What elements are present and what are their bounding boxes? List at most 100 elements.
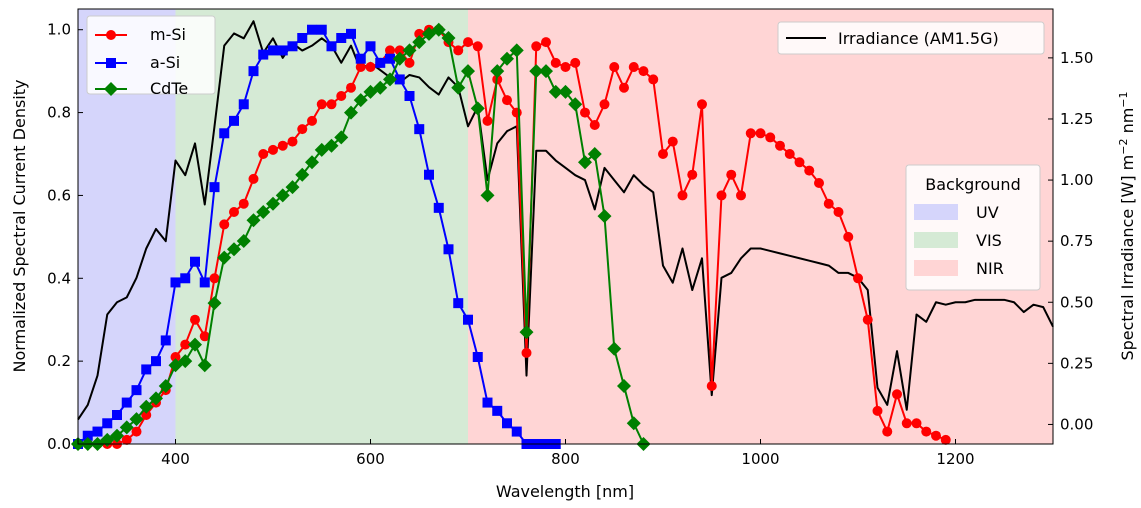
y2-tick-label: 0.75: [1060, 232, 1093, 250]
legend-irradiance-label: Irradiance (AM1.5G): [838, 29, 999, 48]
series-asi-point: [365, 41, 376, 52]
series-msi-point: [131, 426, 142, 437]
y2-tick-label: 0.50: [1060, 293, 1093, 311]
series-asi-point: [209, 182, 220, 193]
y-tick-label: 0.4: [47, 269, 71, 287]
series-cdte-point: [402, 43, 417, 58]
series-asi-point: [307, 24, 317, 35]
series-msi-point: [180, 339, 191, 350]
series-asi-point: [219, 128, 230, 139]
band-legend-box: [905, 164, 1041, 291]
series-asi-point: [326, 41, 337, 52]
series-msi-point: [882, 426, 893, 437]
series-cdte-point: [626, 416, 641, 431]
series-msi-point: [560, 62, 571, 72]
band-legend: Background UV VIS NIR: [905, 164, 1041, 291]
series-cdte-point: [431, 22, 446, 37]
series-cdte-point: [480, 188, 495, 203]
series-cdte-point: [529, 64, 544, 79]
series-asi-point: [277, 45, 288, 56]
series-asi-point: [443, 244, 454, 255]
series-cdte-point: [441, 31, 456, 45]
series-msi-point: [550, 57, 561, 68]
series-msi-point: [297, 124, 308, 135]
series-asi-point: [492, 405, 503, 416]
series-msi-point: [843, 231, 854, 242]
series-msi-point: [784, 149, 795, 159]
series-asi-point: [511, 426, 522, 437]
series-cdte-point: [227, 242, 241, 257]
legend-msi-marker: [106, 30, 116, 40]
legend-vis-swatch: [914, 232, 958, 248]
y2-tick-label: 1.25: [1060, 110, 1093, 128]
series-asi-point: [316, 24, 327, 35]
x-tick-label: 1000: [741, 450, 779, 468]
y2-label-mid: nm: [1118, 108, 1137, 139]
series-asi-point: [287, 41, 298, 52]
series-cdte-point: [548, 84, 563, 99]
series-cdte-point: [236, 234, 251, 248]
series-msi-point: [453, 45, 464, 56]
series-msi-point: [307, 115, 317, 126]
series-msi-point: [394, 45, 405, 56]
series-asi-point: [82, 430, 93, 441]
series-cdte-point: [158, 379, 173, 393]
legend-uv-label: UV: [976, 203, 999, 222]
series-msi-point: [677, 190, 688, 201]
series-cdte-point: [353, 93, 368, 108]
series-cdte-point: [558, 84, 573, 99]
series-msi-point: [609, 62, 620, 72]
series-msi-point: [570, 57, 581, 68]
series-cdte-point: [139, 399, 154, 414]
series-msi-point: [404, 57, 415, 68]
series-msi-point: [853, 273, 863, 284]
series-msi-point: [599, 99, 610, 110]
series-asi-point: [160, 335, 171, 346]
series-asi-point: [472, 352, 483, 362]
x-tick-label: 600: [356, 450, 385, 468]
series-msi-point: [414, 28, 425, 39]
series-cdte-point: [149, 391, 163, 406]
series-msi-point: [521, 347, 532, 358]
series-asi-point: [336, 33, 347, 43]
x-tick-label: 1200: [936, 450, 974, 468]
series-asi-point: [151, 356, 161, 367]
series-asi-point: [424, 169, 434, 180]
y2-label-sup2: −1: [1117, 91, 1130, 107]
legend-cdte-marker: [104, 82, 118, 96]
x-tick-label: 400: [161, 450, 190, 468]
series-cdte-point: [119, 420, 134, 435]
series-msi-point: [872, 405, 883, 416]
series-msi-point: [823, 198, 834, 209]
y-tick-label: 1.0: [47, 21, 71, 39]
series-cdte-point: [334, 130, 349, 145]
y2-label-sup1: −2: [1117, 139, 1130, 155]
series-asi-point: [121, 397, 132, 408]
x-axis-label: Wavelength [nm]: [496, 482, 634, 501]
series-msi-point: [277, 140, 288, 151]
series-asi-point: [463, 314, 473, 325]
legend-asi-marker: [106, 58, 116, 68]
series-msi-point: [580, 107, 590, 118]
series-cdte-point: [295, 167, 310, 182]
series-msi-point: [531, 41, 542, 52]
series-msi-point: [248, 173, 259, 184]
series-msi-point: [258, 149, 269, 159]
series-asi-point: [355, 53, 366, 64]
series-cdte-point: [509, 43, 524, 58]
series-msi-point: [940, 434, 951, 445]
series-asi-point: [502, 418, 512, 429]
series-asi-point: [394, 74, 405, 85]
series-msi-point: [901, 418, 912, 429]
series-msi-point: [726, 169, 737, 180]
series-cdte-point: [412, 35, 427, 50]
series-cdte-point: [519, 325, 534, 340]
series-msi-point: [209, 273, 220, 284]
series-msi-point: [862, 314, 873, 325]
legend-asi-label: a-Si: [150, 53, 180, 72]
series-asi-point: [248, 66, 259, 77]
series-msi-point: [355, 62, 366, 72]
series-msi-point: [658, 149, 668, 159]
